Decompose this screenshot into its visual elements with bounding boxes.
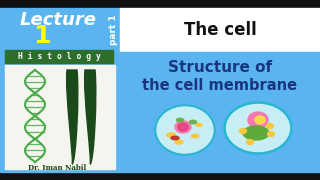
Ellipse shape xyxy=(191,134,198,138)
Ellipse shape xyxy=(196,123,202,127)
Ellipse shape xyxy=(175,140,183,144)
Ellipse shape xyxy=(157,107,213,153)
Ellipse shape xyxy=(189,120,196,124)
Ellipse shape xyxy=(155,105,215,155)
Bar xyxy=(120,8,320,52)
Bar xyxy=(0,8,120,172)
Ellipse shape xyxy=(246,140,253,145)
Bar xyxy=(0,0,320,8)
Ellipse shape xyxy=(224,102,292,154)
Ellipse shape xyxy=(267,123,274,129)
Ellipse shape xyxy=(255,116,265,124)
Text: H i s t o l o g y: H i s t o l o g y xyxy=(18,52,100,61)
Bar xyxy=(120,52,320,172)
Bar xyxy=(0,172,320,180)
Text: part 1: part 1 xyxy=(109,15,118,45)
Text: the cell membrane: the cell membrane xyxy=(142,78,298,93)
Text: 1: 1 xyxy=(33,24,51,48)
Ellipse shape xyxy=(243,126,269,140)
Text: Structure of: Structure of xyxy=(168,60,272,75)
Ellipse shape xyxy=(239,129,246,134)
Ellipse shape xyxy=(268,132,275,136)
Ellipse shape xyxy=(175,121,191,133)
Text: Dr. Iman Nabil: Dr. Iman Nabil xyxy=(28,164,86,172)
Bar xyxy=(5,65,115,169)
Ellipse shape xyxy=(166,133,175,137)
Ellipse shape xyxy=(248,112,268,128)
Ellipse shape xyxy=(178,123,188,131)
PathPatch shape xyxy=(84,70,96,164)
Bar xyxy=(5,50,113,63)
Ellipse shape xyxy=(177,118,183,122)
Text: The cell: The cell xyxy=(184,21,256,39)
Text: Lecture: Lecture xyxy=(20,11,97,29)
Ellipse shape xyxy=(227,105,290,152)
PathPatch shape xyxy=(67,70,78,164)
Ellipse shape xyxy=(171,136,179,140)
